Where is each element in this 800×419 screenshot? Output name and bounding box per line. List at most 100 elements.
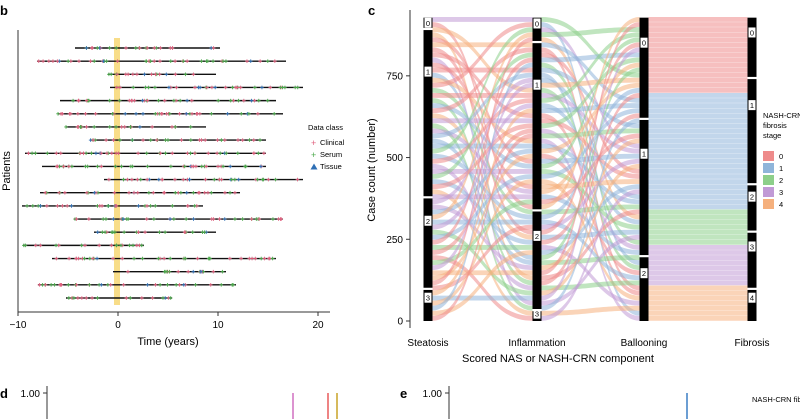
sankey-node-label-bg — [748, 241, 756, 252]
patient-timeline — [88, 138, 266, 142]
legend-stage-3-label: 3 — [779, 188, 783, 197]
sankey-node-bar — [747, 17, 757, 77]
sankey-node: 1 — [639, 119, 649, 256]
sankey-flow — [648, 93, 748, 98]
sankey-flow — [432, 52, 533, 179]
panel-e: e 1.00 NASH-CRN fibrosis stage — [400, 386, 800, 419]
sankey-flow — [541, 82, 640, 154]
sankey-flow — [648, 310, 748, 316]
sankey-flow — [648, 57, 748, 63]
sankey-node-label: 2 — [642, 269, 646, 278]
sankey-node-bar — [423, 289, 433, 321]
sankey-flow — [648, 62, 748, 68]
sankey-node-label: 0 — [426, 19, 430, 28]
sankey-flow — [432, 37, 533, 164]
sankey-node-label: 1 — [750, 101, 754, 110]
legend-tissue-icon — [310, 163, 318, 170]
sankey-flow — [648, 113, 748, 119]
sankey-node-bar — [532, 211, 542, 309]
sankey-flow — [432, 72, 533, 139]
sankey-flow — [432, 229, 533, 296]
sankey-segment — [432, 17, 533, 321]
b-x-tick-label: 0 — [115, 320, 121, 331]
sankey-flow — [648, 300, 748, 306]
legend-stage-1-swatch — [763, 163, 774, 173]
sankey-node-label: 3 — [535, 310, 539, 319]
sankey-flow — [648, 295, 748, 301]
panel-c-letter: c — [368, 3, 375, 18]
sankey-node-label-bg — [533, 308, 541, 319]
sankey-flow — [648, 305, 748, 311]
sankey-axis-name: Inflammation — [508, 338, 565, 349]
sankey-flow — [541, 17, 640, 78]
sankey-flow — [648, 87, 748, 93]
sankey-node-label: 3 — [750, 242, 754, 251]
legend-stage-4-swatch — [763, 199, 774, 209]
legend-serum-label: Serum — [320, 150, 342, 159]
patient-timeline — [110, 85, 303, 90]
sankey-node-bar — [423, 198, 433, 288]
sankey-flow — [432, 133, 533, 321]
sankey-node: 1 — [747, 79, 757, 184]
sankey-flow — [541, 67, 640, 129]
sankey-flow — [648, 219, 748, 225]
sankey-node: 2 — [532, 211, 542, 309]
panel-e-letter: e — [400, 386, 407, 401]
sankey-node: 3 — [423, 289, 433, 321]
sankey-node: 1 — [423, 30, 433, 197]
sankey-axis-name: Ballooning — [621, 338, 668, 349]
sankey-flow — [432, 52, 533, 119]
time-zero-highlight — [114, 38, 120, 305]
sankey-flows — [432, 17, 748, 321]
sankey-flow — [648, 214, 748, 220]
sankey-flow — [648, 234, 748, 240]
sankey-node-bar — [532, 43, 542, 210]
sankey-flow — [541, 93, 640, 286]
sankey-node-label-bg — [424, 215, 432, 226]
sankey-node-label-bg — [748, 27, 756, 38]
sankey-node-bar — [747, 232, 757, 288]
sankey-node-label-bg — [424, 66, 432, 77]
sankey-node: 3 — [747, 232, 757, 288]
sankey-flow — [432, 77, 533, 144]
sankey-node: 4 — [747, 289, 757, 321]
sankey-node-bar — [747, 79, 757, 184]
c-legend-title-3: stage — [763, 131, 781, 140]
sankey-flow — [648, 67, 748, 73]
sankey-flow — [541, 234, 640, 306]
legend-stage-1-label: 1 — [779, 164, 783, 173]
sankey-flow — [648, 72, 748, 78]
patient-timeline — [64, 125, 206, 129]
sankey-flow — [648, 174, 748, 179]
b-legend-title: Data class — [308, 123, 343, 132]
sankey-flow — [648, 270, 748, 276]
legend-stage-0-label: 0 — [779, 152, 783, 161]
legend-clinical-label: Clinical — [320, 138, 345, 147]
sankey-node-label: 3 — [426, 294, 430, 303]
sankey-flow — [648, 138, 748, 144]
sankey-flow — [432, 153, 533, 281]
patient-timeline — [40, 190, 240, 195]
sankey-flow — [541, 209, 640, 281]
sankey-flow — [648, 128, 748, 134]
sankey-flow — [648, 179, 748, 184]
sankey-flow — [648, 280, 748, 286]
sankey-flow — [541, 184, 640, 255]
sankey-flow — [648, 27, 748, 32]
sankey-flow — [432, 255, 533, 321]
sankey-flow — [648, 98, 748, 103]
sankey-flow — [541, 42, 640, 103]
legend-clinical-icon: + — [311, 138, 316, 148]
sankey-flow — [648, 199, 748, 205]
sankey-flow — [432, 57, 533, 245]
sankey-node-label: 0 — [750, 28, 754, 37]
sankey-flow — [648, 245, 748, 250]
sankey-node-label-bg — [640, 37, 648, 48]
sankey-flow — [648, 189, 748, 195]
sankey-node-label-bg — [640, 148, 648, 159]
c-y-tick-label: 500 — [386, 153, 403, 164]
sankey-node-label-bg — [424, 17, 432, 28]
sankey-node-label-bg — [533, 79, 541, 90]
sankey-flow — [648, 118, 748, 124]
sankey-flow — [541, 37, 640, 169]
